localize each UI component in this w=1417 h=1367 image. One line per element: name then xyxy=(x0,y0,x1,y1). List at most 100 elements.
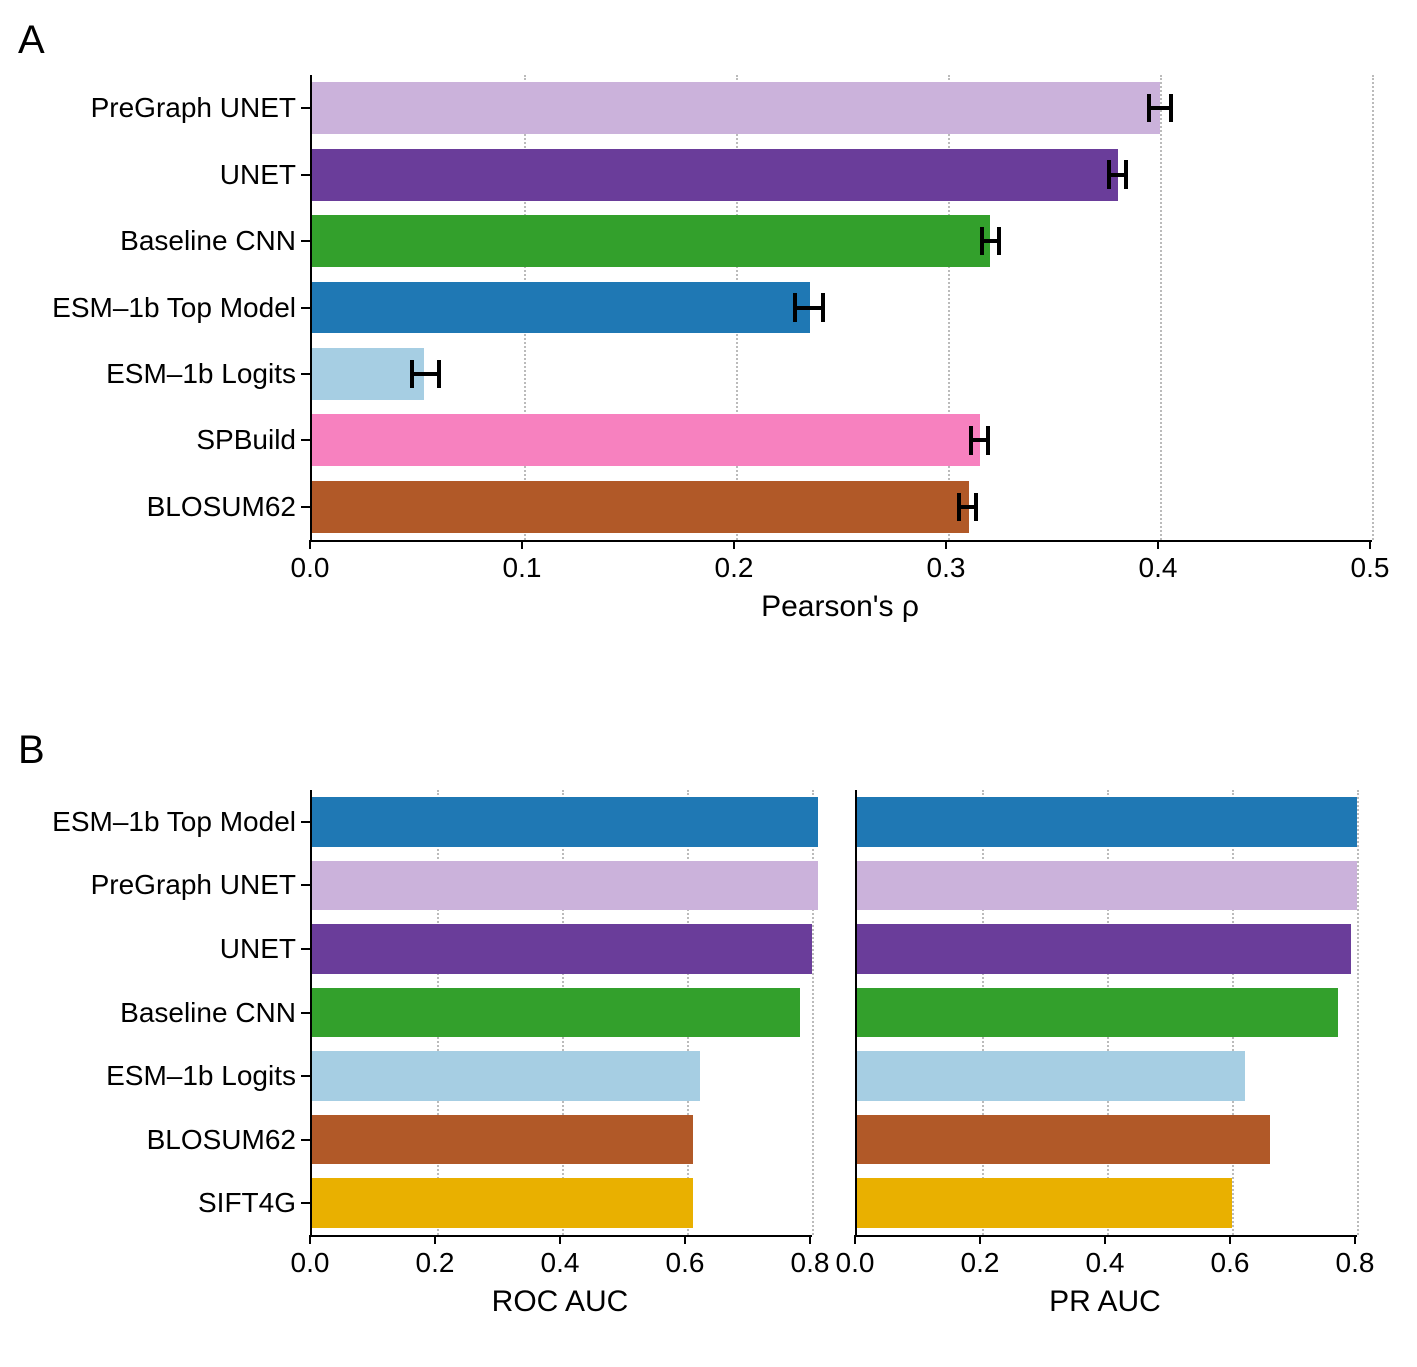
category-label: UNET xyxy=(220,933,296,965)
x-tick-label: 0.4 xyxy=(1086,1247,1125,1279)
error-cap xyxy=(1169,94,1173,122)
x-tick-label: 0.1 xyxy=(503,552,542,584)
error-cap xyxy=(997,227,1001,255)
error-cap xyxy=(974,493,978,521)
error-cap xyxy=(821,293,825,321)
x-tick xyxy=(1104,1235,1106,1244)
category-label: BLOSUM62 xyxy=(147,491,296,523)
bar xyxy=(857,797,1357,847)
error-bar xyxy=(412,372,440,376)
x-tick xyxy=(309,540,311,549)
category-label: Baseline CNN xyxy=(120,997,296,1029)
x-axis-title: ROC AUC xyxy=(492,1285,629,1319)
bar xyxy=(312,1115,693,1165)
bar xyxy=(857,1178,1232,1228)
x-tick-label: 0.5 xyxy=(1351,552,1390,584)
bar xyxy=(312,988,800,1038)
bar xyxy=(312,348,424,400)
category-label: PreGraph UNET xyxy=(91,869,296,901)
x-tick-label: 0.2 xyxy=(715,552,754,584)
x-tick-label: 0.0 xyxy=(291,552,330,584)
bar xyxy=(312,215,990,267)
y-tick xyxy=(301,1202,310,1204)
category-label: ESM–1b Logits xyxy=(106,358,296,390)
y-tick xyxy=(301,174,310,176)
figure: A B 0.0 0.1 0.2 0.3 0.4 0.5 PreGraph UNET UNET B… xyxy=(0,0,1417,1367)
error-cap xyxy=(1107,160,1111,188)
x-tick-label: 0.8 xyxy=(1336,1247,1375,1279)
x-tick xyxy=(1229,1235,1231,1244)
category-label: ESM–1b Top Model xyxy=(52,806,296,838)
y-tick xyxy=(301,1139,310,1141)
y-tick xyxy=(301,107,310,109)
x-tick-label: 0.0 xyxy=(291,1247,330,1279)
panel-a-label: A xyxy=(18,18,45,63)
grid-line xyxy=(1160,75,1162,540)
category-label: SIFT4G xyxy=(198,1187,296,1219)
bar xyxy=(312,282,810,334)
x-tick-label: 0.4 xyxy=(541,1247,580,1279)
error-cap xyxy=(437,360,441,388)
x-tick-label: 0.4 xyxy=(1139,552,1178,584)
bar xyxy=(857,861,1357,911)
plot-area xyxy=(855,790,1357,1237)
x-tick-label: 0.6 xyxy=(666,1247,705,1279)
category-label: ESM–1b Top Model xyxy=(52,292,296,324)
x-tick xyxy=(309,1235,311,1244)
bar xyxy=(312,481,969,533)
plot-area xyxy=(310,75,1372,542)
grid-line xyxy=(1372,75,1374,540)
x-tick xyxy=(559,1235,561,1244)
error-cap xyxy=(1124,160,1128,188)
x-axis-title: PR AUC xyxy=(1049,1285,1161,1319)
bar xyxy=(312,414,980,466)
bar xyxy=(312,82,1160,134)
bar xyxy=(857,924,1351,974)
panel-b-label: B xyxy=(18,728,45,773)
x-tick xyxy=(945,540,947,549)
bar xyxy=(857,1051,1245,1101)
x-tick-label: 0.6 xyxy=(1211,1247,1250,1279)
x-tick xyxy=(521,540,523,549)
x-tick-label: 0.2 xyxy=(961,1247,1000,1279)
error-cap xyxy=(793,293,797,321)
grid-line xyxy=(948,75,950,540)
error-cap xyxy=(410,360,414,388)
plot-area xyxy=(310,790,812,1237)
x-tick xyxy=(1369,540,1371,549)
category-label: PreGraph UNET xyxy=(91,92,296,124)
bar xyxy=(312,1178,693,1228)
bar xyxy=(312,924,812,974)
x-tick-label: 0.3 xyxy=(927,552,966,584)
x-tick xyxy=(979,1235,981,1244)
x-tick-label: 0.0 xyxy=(836,1247,875,1279)
grid-line xyxy=(1357,790,1359,1235)
x-axis-title: Pearson's ρ xyxy=(761,590,919,624)
y-tick xyxy=(301,1075,310,1077)
category-label: Baseline CNN xyxy=(120,225,296,257)
x-tick-label: 0.2 xyxy=(416,1247,455,1279)
x-tick xyxy=(809,1235,811,1244)
error-bar xyxy=(1149,106,1170,110)
error-bar xyxy=(795,306,823,310)
bar xyxy=(312,861,818,911)
x-tick xyxy=(434,1235,436,1244)
x-tick xyxy=(1354,1235,1356,1244)
error-cap xyxy=(957,493,961,521)
x-tick xyxy=(854,1235,856,1244)
y-tick xyxy=(301,1012,310,1014)
y-tick xyxy=(301,506,310,508)
grid-line xyxy=(812,790,814,1235)
category-label: ESM–1b Logits xyxy=(106,1060,296,1092)
x-tick xyxy=(684,1235,686,1244)
y-tick xyxy=(301,240,310,242)
y-tick xyxy=(301,307,310,309)
y-tick xyxy=(301,948,310,950)
y-tick xyxy=(301,821,310,823)
bar xyxy=(312,797,818,847)
x-tick xyxy=(733,540,735,549)
y-tick xyxy=(301,439,310,441)
category-label: SPBuild xyxy=(196,424,296,456)
error-cap xyxy=(980,227,984,255)
error-cap xyxy=(969,426,973,454)
